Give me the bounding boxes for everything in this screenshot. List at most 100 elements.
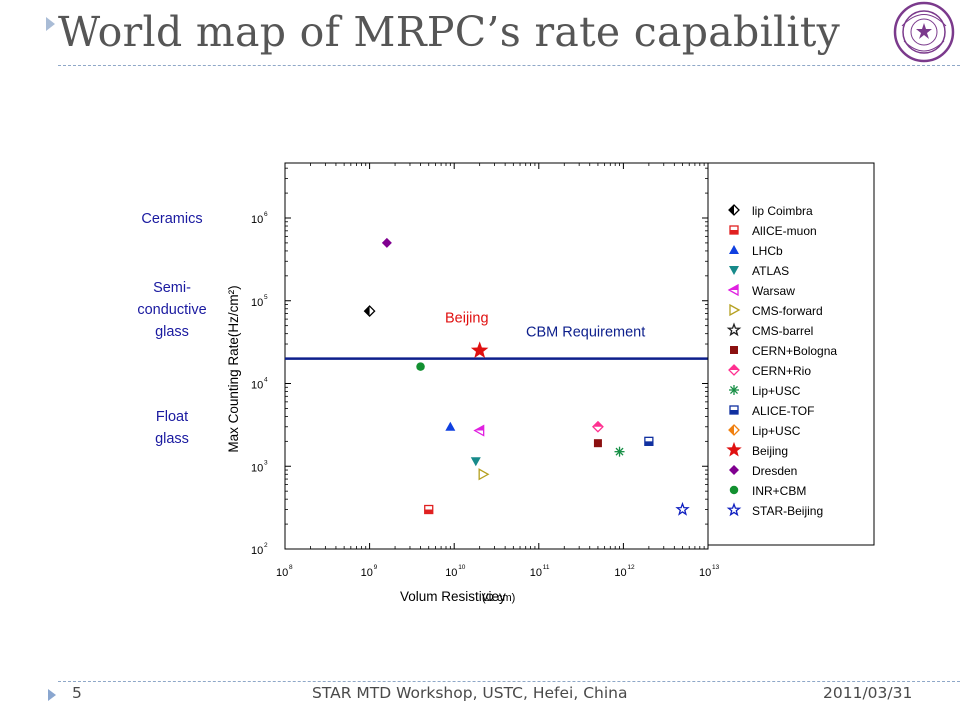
marker-star-open [726, 502, 742, 517]
category-label: Semi-conductive glass [137, 280, 206, 340]
legend-label: Beijing [752, 444, 788, 458]
x-tick-base: 10 [699, 567, 711, 579]
legend-entry: ATLAS [729, 264, 789, 278]
data-point [478, 468, 490, 481]
x-tick-exponent: 11 [543, 564, 550, 571]
legend-entry: CERN+Rio [728, 364, 811, 378]
cbm-requirement-label: CBM Requirement [526, 325, 645, 341]
marker-triangle-down [729, 266, 739, 275]
data-point [593, 439, 602, 448]
y-tick-base: 10 [251, 380, 263, 392]
x-axis-unit: (Ω cm) [482, 592, 515, 604]
marker-triangle-left [727, 283, 739, 297]
data-point [424, 504, 434, 515]
footer-event: STAR MTD Workshop, USTC, Hefei, China [312, 684, 628, 702]
x-tick-label: 10 9 [361, 564, 378, 579]
chart-panel: 10 8 10 9 10 10 10 11 10 12 10 13 10 2 10 3 10 4 10 5 10 6 Vol… [58, 88, 900, 618]
legend-entry: lip Coimbra [728, 204, 813, 218]
x-tick-base: 10 [361, 567, 373, 579]
y-tick-exponent: 3 [264, 459, 268, 466]
data-point [470, 457, 481, 467]
x-tick-exponent: 13 [712, 564, 720, 571]
data-point [675, 501, 690, 516]
legend-entry: Lip+USC [729, 384, 801, 398]
marker-asterisk [729, 385, 739, 395]
marker-triangle-right [729, 303, 741, 317]
marker-half-diamond [728, 204, 740, 216]
x-tick-base: 10 [530, 567, 542, 579]
category-label-line: Semi- [153, 280, 191, 296]
x-tick-base: 10 [276, 567, 288, 579]
footer-divider [58, 681, 960, 682]
x-axis-label: Volum Resistiviey [400, 589, 506, 604]
legend-entry: INR+CBM [729, 484, 806, 498]
category-label-line: Ceramics [141, 211, 202, 227]
marker-star [726, 441, 742, 457]
marker-half-diamond-orange [728, 424, 740, 436]
legend-entry: CMS-barrel [726, 322, 813, 338]
category-label-line: conductive [137, 302, 206, 318]
plot-frame [284, 162, 709, 550]
marker-diamond [729, 465, 739, 475]
legend-label: lip Coimbra [752, 204, 813, 218]
y-tick-exponent: 4 [264, 377, 268, 384]
marker-triangle-up [729, 245, 739, 254]
category-label-line: Float [156, 409, 188, 425]
x-tick-label: 10 11 [530, 564, 550, 579]
data-point [445, 421, 456, 431]
y-tick-base: 10 [251, 545, 263, 557]
page-number: 5 [72, 684, 82, 702]
marker-half-square [729, 225, 739, 235]
legend-label: Lip+USC [752, 424, 801, 438]
x-tick-label: 10 12 [614, 564, 635, 579]
y-tick-exponent: 2 [264, 542, 268, 549]
x-tick-exponent: 8 [289, 564, 293, 571]
y-tick-base: 10 [251, 297, 263, 309]
y-tick-base: 10 [251, 214, 263, 226]
legend-entry: Warsaw [727, 283, 795, 298]
footer-date: 2011/03/31 [823, 684, 913, 702]
legend-entry: LHCb [729, 244, 783, 258]
university-seal-logo [893, 1, 955, 63]
beijing-annotation: Beijing [445, 311, 489, 327]
x-tick-label: 10 8 [276, 564, 293, 579]
x-tick-label: 10 13 [699, 564, 720, 579]
category-label-line: glass [155, 431, 189, 447]
category-label: Float glass [155, 409, 189, 447]
legend-label: INR+CBM [752, 484, 806, 498]
marker-half-diamond-pink [728, 364, 740, 376]
title-bullet-arrow [46, 17, 55, 31]
legend-entry: ALICE-TOF [729, 404, 814, 418]
marker-square [730, 346, 738, 354]
y-tick-label: 10 4 [251, 377, 268, 392]
x-tick-base: 10 [614, 567, 626, 579]
legend-entry: Beijing [726, 441, 788, 458]
data-point [470, 341, 489, 358]
legend-entry: Dresden [729, 464, 797, 478]
legend-label: CMS-forward [752, 304, 823, 318]
category-label: Ceramics [141, 211, 202, 227]
legend-label: Dresden [752, 464, 797, 478]
legend-label: CERN+Bologna [752, 344, 837, 358]
marker-half-square [729, 405, 739, 415]
data-point [416, 362, 425, 371]
y-tick-label: 10 6 [251, 211, 268, 226]
y-tick-exponent: 5 [264, 294, 268, 301]
x-tick-exponent: 10 [458, 564, 466, 571]
legend-entry: Lip+USC [728, 424, 801, 438]
legend-entry: AlICE-muon [729, 224, 817, 238]
category-label-line: glass [155, 324, 189, 340]
data-point [381, 237, 392, 248]
legend-entry: CERN+Bologna [730, 344, 837, 358]
footer-bullet-arrow [48, 689, 56, 701]
legend-label: LHCb [752, 244, 783, 258]
y-axis-label: Max Counting Rate(Hz/cm²) [226, 285, 241, 452]
data-point [592, 420, 604, 433]
slide-title: World map of MRPC’s rate capability [58, 8, 841, 56]
data-point [614, 446, 625, 457]
data-point [363, 305, 376, 318]
y-tick-exponent: 6 [264, 211, 268, 218]
y-tick-label: 10 3 [251, 459, 268, 474]
legend-label: Warsaw [752, 284, 795, 298]
